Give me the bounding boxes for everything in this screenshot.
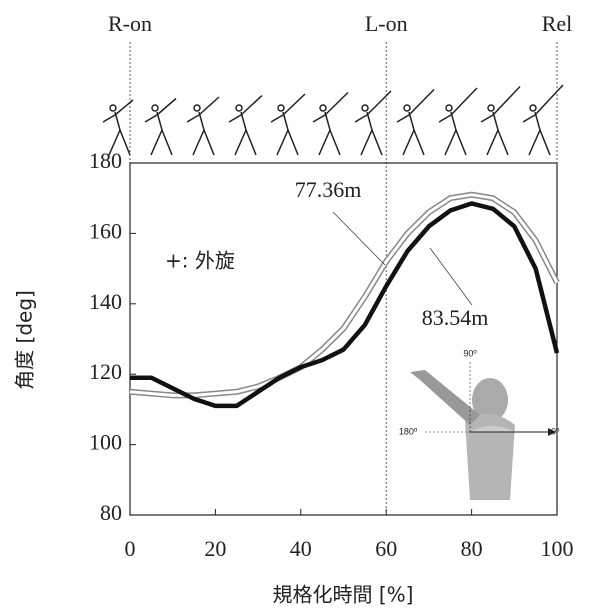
x-tick-label: 60 [375, 536, 397, 561]
stick-head [151, 104, 159, 112]
stick-figure [480, 85, 521, 156]
stick-figure [354, 90, 392, 156]
stick-figures [102, 84, 564, 156]
stick-head [445, 104, 453, 112]
stick-head [235, 104, 243, 112]
y-tick-label: 80 [100, 500, 122, 525]
x-tick-label: 80 [461, 536, 483, 561]
event-label: Rel [542, 11, 573, 36]
x-tick-label: 20 [204, 536, 226, 561]
stick-head [361, 104, 369, 112]
inset-label: 180º [399, 426, 418, 436]
stick-head [487, 104, 495, 112]
series-label: 77.36m [295, 177, 362, 202]
y-tick-label: 180 [89, 148, 122, 173]
series-line [130, 201, 560, 409]
y-tick-label: 100 [89, 430, 122, 455]
leader-line [429, 247, 473, 306]
series-line-inner [129, 193, 559, 397]
stick-head [109, 104, 117, 112]
stick-figure [522, 84, 564, 156]
series-line [129, 191, 560, 399]
y-tick-label: 160 [89, 218, 122, 243]
stick-figure [438, 87, 478, 156]
x-tick-label: 40 [290, 536, 312, 561]
stick-head [277, 104, 285, 112]
event-label: L-on [365, 11, 408, 36]
stick-head [193, 104, 201, 112]
y-tick-label: 140 [89, 289, 122, 314]
stick-figure [102, 99, 134, 156]
stick-figure [312, 91, 349, 156]
x-tick-label: 100 [541, 536, 574, 561]
series-label: 83.54m [422, 305, 489, 330]
stick-head [319, 104, 327, 112]
stick-figure [144, 97, 177, 156]
stick-head [529, 104, 537, 112]
stick-head [403, 104, 411, 112]
stick-figure [186, 96, 220, 156]
y-tick-label: 120 [89, 359, 122, 384]
stick-figure [270, 93, 306, 156]
leader-line [332, 211, 386, 266]
stick-figure [396, 88, 435, 156]
stick-figure [228, 94, 263, 156]
y-axis-label: 角度 [deg] [13, 290, 37, 390]
inset-label: 90º [463, 348, 477, 358]
x-axis-label: 規格化時間 [%] [273, 583, 414, 607]
inset-label: 0º [551, 426, 560, 436]
annotation: +: 外旋 [165, 249, 235, 273]
event-label: R-on [108, 11, 152, 36]
inset-figure [410, 360, 556, 500]
x-tick-label: 0 [125, 536, 136, 561]
